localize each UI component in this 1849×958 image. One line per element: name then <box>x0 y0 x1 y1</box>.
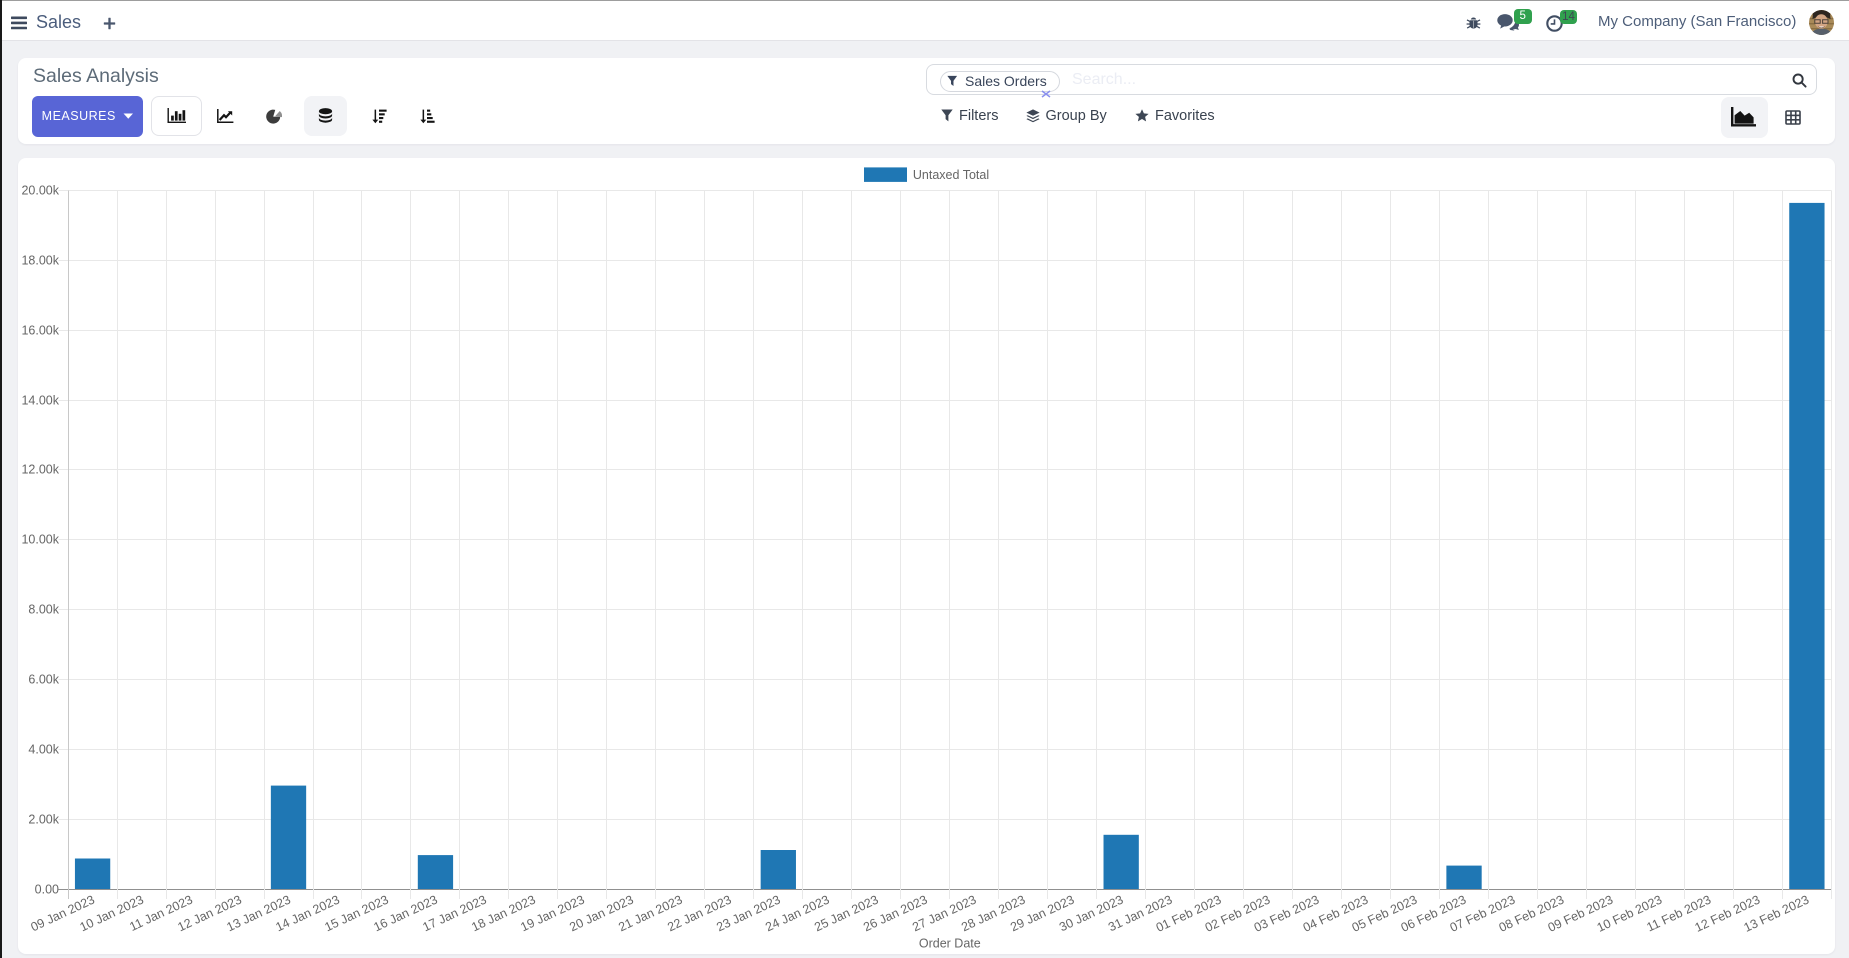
svg-text:4.00k: 4.00k <box>28 743 59 757</box>
svg-text:12.00k: 12.00k <box>21 463 59 477</box>
svg-text:2.00k: 2.00k <box>28 813 59 827</box>
svg-text:20.00k: 20.00k <box>21 184 59 198</box>
svg-text:18.00k: 18.00k <box>21 254 59 268</box>
svg-text:Order Date: Order Date <box>918 937 980 951</box>
svg-text:16.00k: 16.00k <box>21 324 59 338</box>
svg-text:Untaxed Total: Untaxed Total <box>912 168 988 182</box>
svg-text:14.00k: 14.00k <box>21 394 59 408</box>
svg-text:6.00k: 6.00k <box>28 673 59 687</box>
svg-text:0.00: 0.00 <box>34 883 58 897</box>
svg-text:10.00k: 10.00k <box>21 533 59 547</box>
svg-text:8.00k: 8.00k <box>28 603 59 617</box>
